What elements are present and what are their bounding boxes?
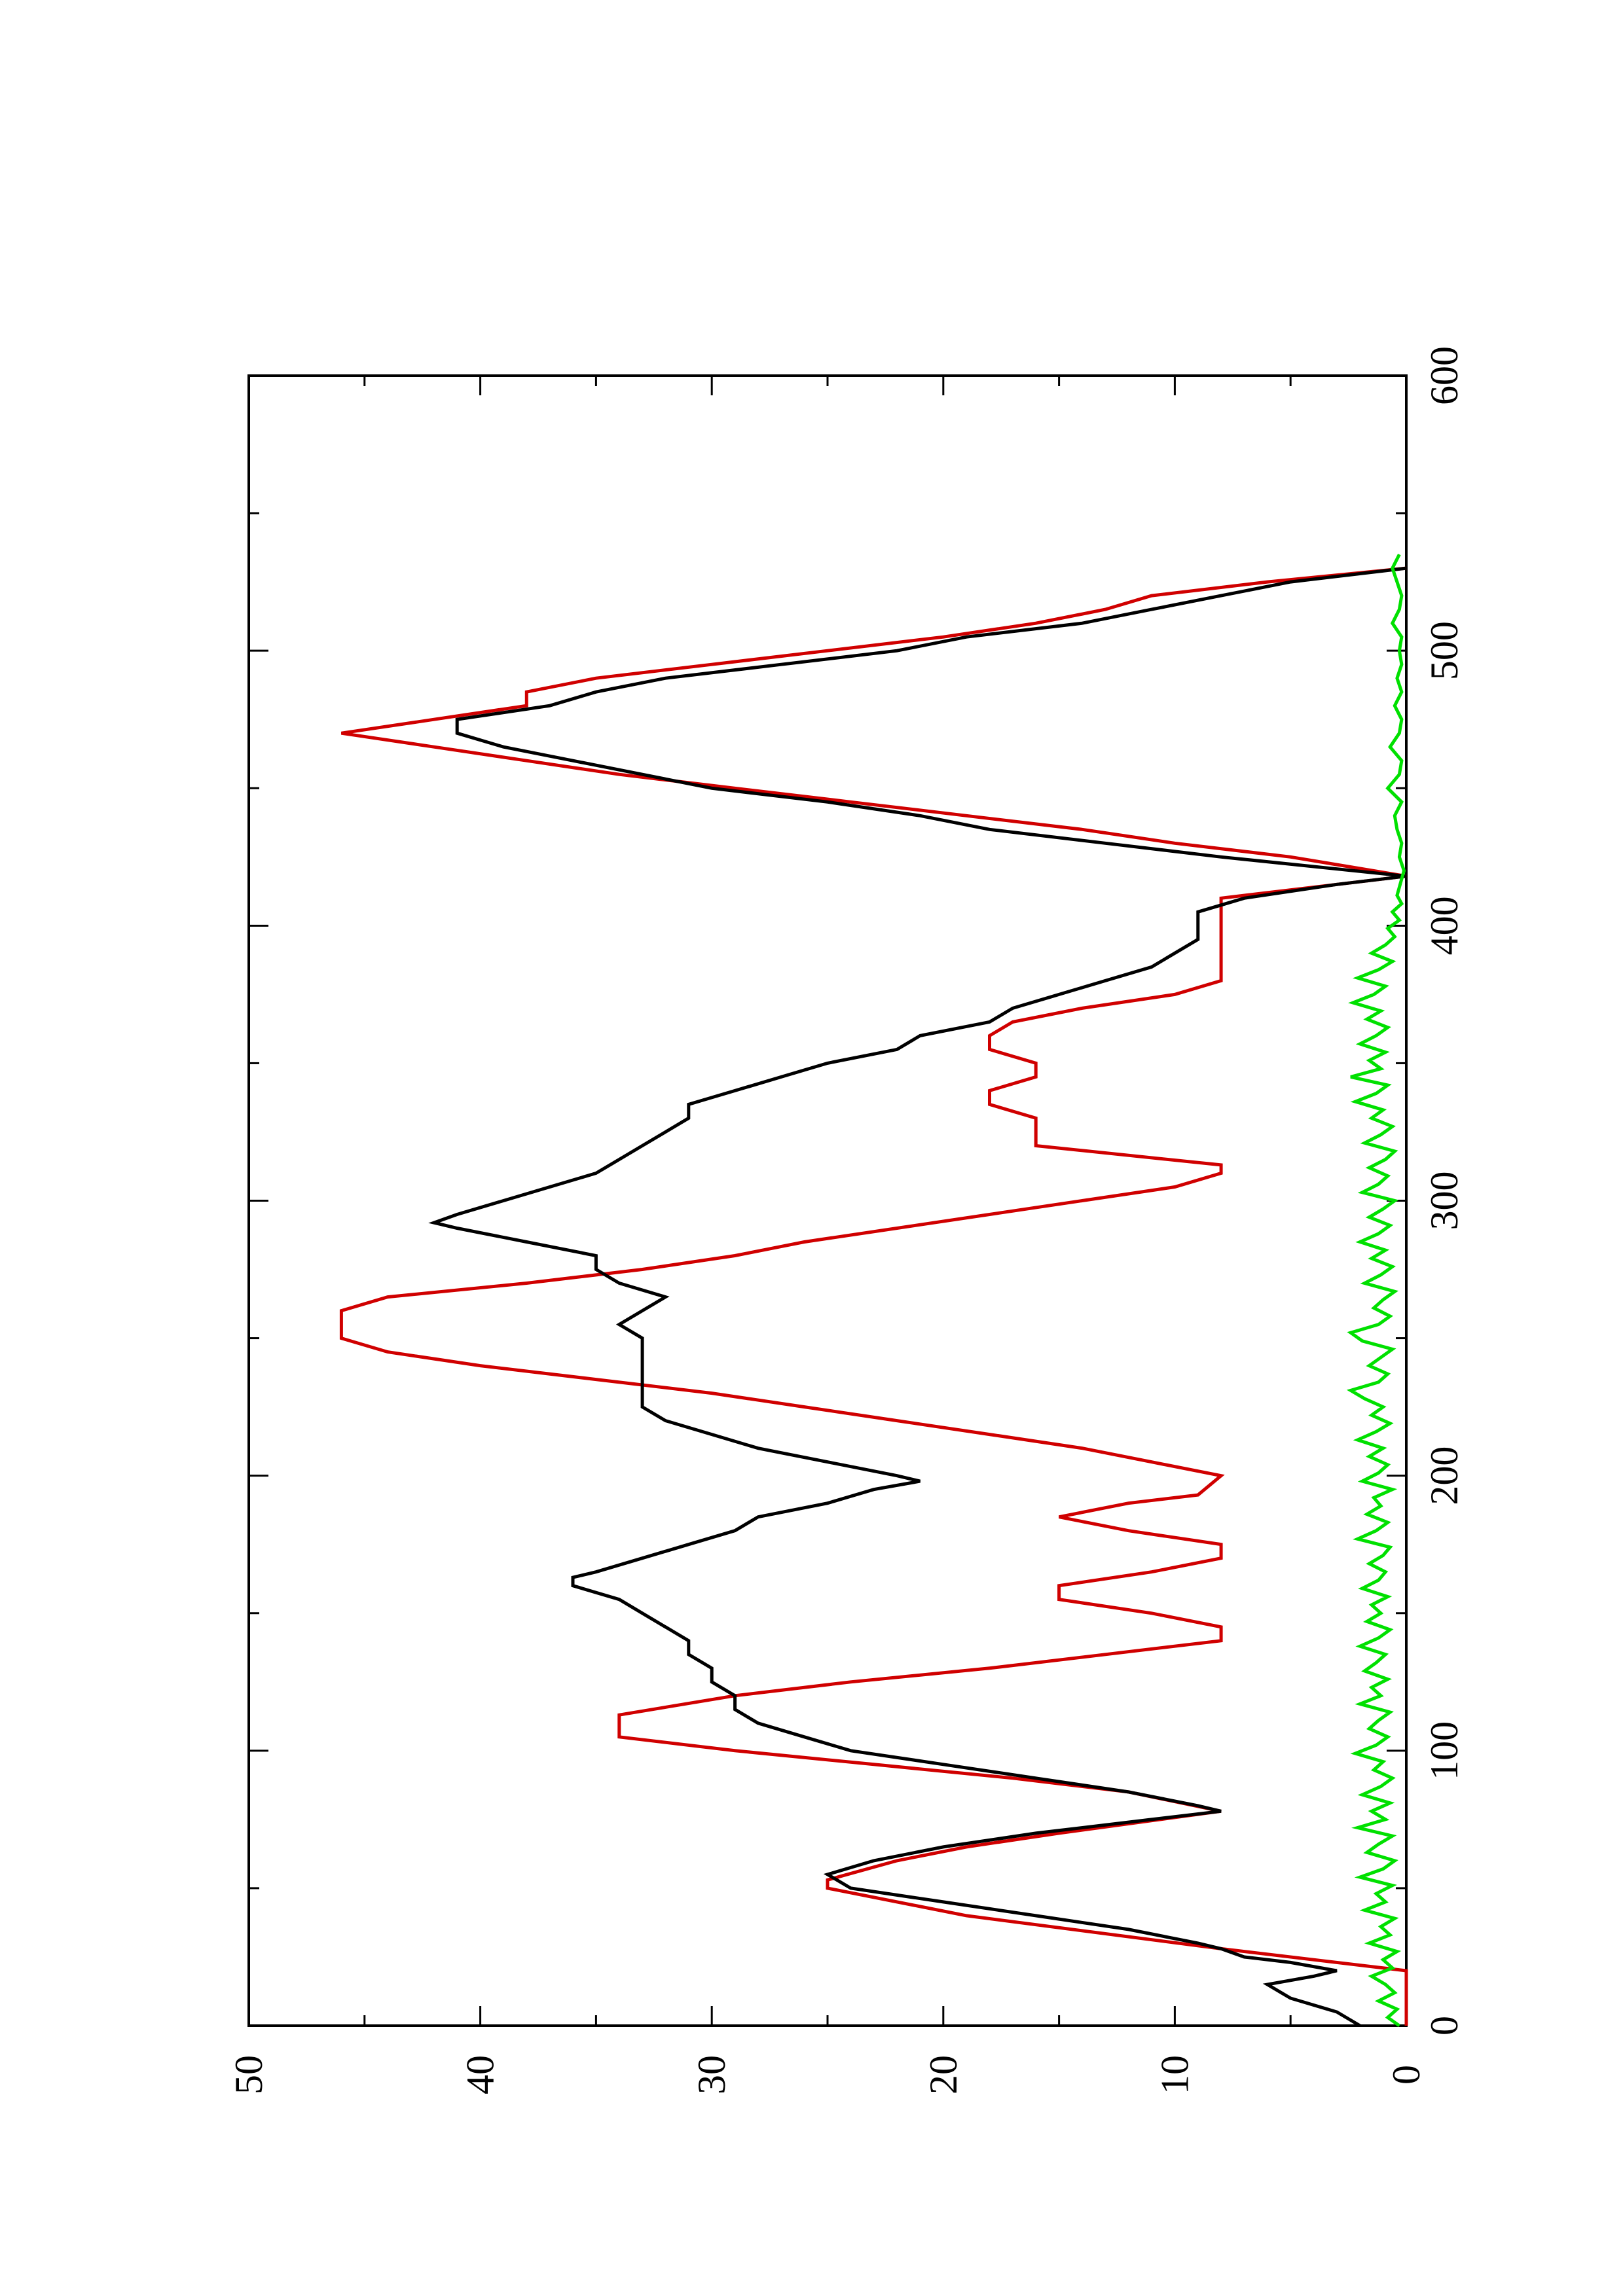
- y-tick-label: 0: [1385, 2065, 1428, 2085]
- series-1: [428, 566, 1407, 2028]
- series-line: [339, 566, 1408, 2026]
- x-tick-label: 200: [1423, 1446, 1466, 1505]
- series-line: [1346, 553, 1406, 2028]
- x-tick-label: 500: [1423, 621, 1466, 680]
- series-line: [428, 566, 1407, 2028]
- y-tick-label: 10: [1153, 2055, 1196, 2094]
- x-tick-label: 400: [1423, 896, 1466, 955]
- y-tick-label: 40: [459, 2055, 502, 2094]
- series-0: [339, 566, 1408, 2026]
- y-tick-label: 30: [690, 2055, 733, 2094]
- tick-labels: 0 100 200 300 400 500 600 0 10 20 30 40 50: [227, 346, 1466, 2094]
- x-tick-label: 300: [1423, 1172, 1466, 1230]
- plot-frame: [247, 374, 1408, 2027]
- series-2: [1346, 553, 1406, 2028]
- x-tick-label: 0: [1423, 2016, 1466, 2036]
- series-layer: [339, 553, 1408, 2028]
- y-tick-label: 50: [227, 2055, 270, 2094]
- y-tick-label: 20: [922, 2055, 965, 2094]
- axes: [247, 374, 1408, 2027]
- x-tick-label: 600: [1423, 346, 1466, 405]
- x-tick-label: 100: [1423, 1721, 1466, 1780]
